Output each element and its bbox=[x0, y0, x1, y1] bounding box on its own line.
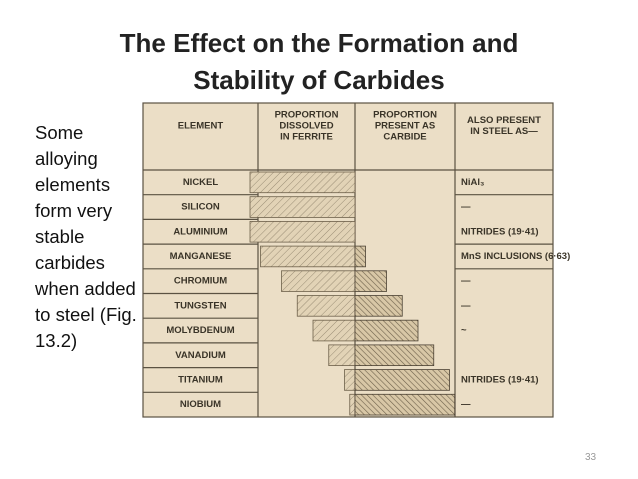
slide-title: The Effect on the Formation and bbox=[119, 28, 519, 58]
ferrite-bar bbox=[328, 344, 356, 366]
also-present: — bbox=[461, 300, 471, 311]
also-present: — bbox=[461, 276, 471, 287]
body-text: Some alloying elements form very stable … bbox=[35, 122, 137, 351]
element-name: CHROMIUM bbox=[174, 276, 227, 287]
page-number: 33 bbox=[585, 452, 597, 463]
carbide-bar bbox=[354, 295, 403, 317]
column-header: ALSO PRESENT bbox=[467, 115, 541, 126]
ferrite-bar bbox=[296, 295, 356, 317]
carbide-bar bbox=[354, 369, 450, 391]
ferrite-bar bbox=[249, 220, 356, 243]
element-name: NIOBIUM bbox=[180, 399, 221, 410]
also-present: NiAl₃ bbox=[461, 177, 484, 188]
ferrite-bar bbox=[249, 171, 356, 194]
carbide-bar bbox=[354, 319, 419, 342]
column-header: CARBIDE bbox=[383, 132, 426, 143]
also-present: NITRIDES (19·41) bbox=[461, 226, 539, 237]
element-name: NICKEL bbox=[183, 177, 219, 188]
carbide-bar bbox=[354, 270, 387, 292]
column-header: IN STEEL AS— bbox=[470, 126, 538, 137]
element-name: TITANIUM bbox=[178, 374, 223, 385]
also-present: — bbox=[461, 202, 471, 213]
ferrite-bar bbox=[281, 270, 356, 292]
element-name: TUNGSTEN bbox=[174, 300, 226, 311]
element-name: SILICON bbox=[181, 202, 220, 213]
column-header: PROPORTION bbox=[275, 110, 339, 121]
column-header: DISSOLVED bbox=[279, 121, 333, 132]
also-present: MnS INCLUSIONS (6·63) bbox=[461, 251, 570, 262]
ferrite-bar bbox=[260, 245, 356, 268]
column-header: PRESENT AS bbox=[375, 121, 435, 132]
element-name: MANGANESE bbox=[170, 251, 232, 262]
element-name: MOLYBDENUM bbox=[166, 325, 234, 336]
carbide-bar bbox=[354, 344, 435, 366]
column-header: PROPORTION bbox=[373, 110, 437, 121]
column-header: ELEMENT bbox=[178, 121, 224, 132]
ferrite-bar bbox=[344, 369, 356, 391]
column-header: IN FERRITE bbox=[280, 132, 333, 143]
carbide-bar bbox=[354, 393, 456, 416]
also-present: — bbox=[461, 399, 471, 410]
element-name: VANADIUM bbox=[175, 350, 226, 361]
carbide-bar bbox=[354, 245, 366, 268]
also-present: ~ bbox=[461, 325, 467, 336]
ferrite-bar bbox=[312, 319, 356, 342]
slide-title: Stability of Carbides bbox=[193, 65, 445, 95]
ferrite-bar bbox=[349, 393, 356, 416]
ferrite-bar bbox=[249, 196, 356, 218]
table-border bbox=[142, 102, 554, 418]
element-name: ALUMINIUM bbox=[173, 226, 227, 237]
also-present: NITRIDES (19·41) bbox=[461, 374, 539, 385]
